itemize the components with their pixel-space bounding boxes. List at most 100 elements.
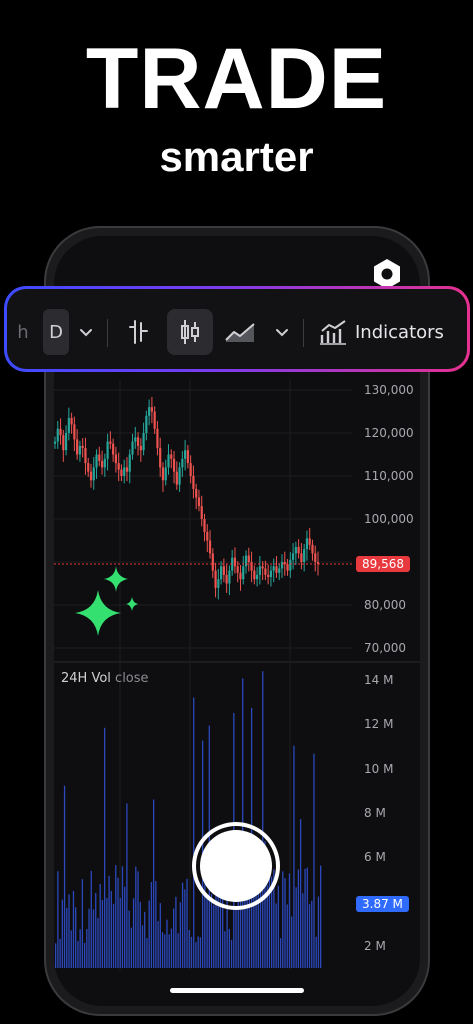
candle-body: [59, 428, 62, 436]
candle-body: [125, 467, 129, 472]
volume-bar: [146, 938, 148, 968]
candle-body: [142, 433, 145, 451]
record-button[interactable]: [192, 822, 280, 910]
candle-body: [181, 458, 184, 468]
current-price-badge: 89,568: [356, 556, 410, 572]
volume-bar: [197, 936, 199, 968]
volume-bar: [246, 861, 248, 968]
bar-chart-icon[interactable]: [124, 315, 154, 349]
candle-body: [211, 553, 214, 571]
candle-body: [128, 454, 131, 472]
candle-body: [153, 411, 156, 429]
chevron-down-icon[interactable]: [75, 317, 97, 347]
candle-body: [208, 540, 212, 554]
volume-bar: [253, 896, 255, 968]
volume-bar: [302, 893, 304, 968]
volume-bar: [173, 908, 175, 968]
volume-bar: [115, 865, 117, 968]
volume-bar: [264, 841, 266, 968]
volume-tick: 14 M: [364, 673, 393, 687]
candle-body: [255, 574, 259, 580]
candle-body: [316, 562, 320, 564]
volume-bar: [119, 897, 121, 968]
candlestick-icon[interactable]: [167, 309, 213, 355]
volume-bar: [103, 727, 106, 968]
current-volume-badge: 3.87 M: [356, 896, 409, 912]
volume-tick: 6 M: [364, 850, 386, 864]
volume-bar: [117, 877, 119, 968]
volume-bar: [206, 895, 208, 968]
candle-body: [214, 570, 217, 588]
volume-bar: [126, 803, 128, 968]
volume-bar: [101, 899, 104, 968]
home-indicator[interactable]: [170, 988, 304, 993]
candle-body: [120, 469, 123, 476]
volume-bar: [230, 939, 233, 968]
volume-bar: [215, 878, 217, 968]
candle-body: [239, 572, 242, 580]
volume-bar: [188, 930, 190, 968]
candle-body: [261, 566, 264, 569]
candle-body: [269, 570, 273, 578]
volume-bar: [77, 941, 79, 968]
indicators-label: Indicators: [355, 321, 444, 343]
candle-body: [272, 566, 275, 571]
volume-bar: [193, 697, 195, 968]
candle-body: [250, 562, 253, 571]
volume-bar: [97, 918, 99, 968]
volume-bar: [72, 890, 75, 968]
settings-hex-icon[interactable]: [370, 257, 404, 291]
candle-body: [267, 574, 270, 578]
volume-bar: [284, 878, 286, 968]
candle-body: [148, 407, 151, 416]
candle-body: [98, 454, 101, 461]
candle-body: [81, 445, 84, 449]
candle-body: [56, 428, 59, 442]
volume-bar: [311, 900, 313, 968]
volume-bar: [132, 898, 135, 968]
area-chart-icon[interactable]: [222, 313, 258, 351]
volume-bar: [179, 902, 182, 968]
volume-bar: [66, 907, 68, 968]
candle-body: [311, 544, 314, 554]
volume-bar: [181, 882, 184, 968]
volume-bar: [81, 879, 84, 968]
candle-body: [170, 454, 173, 459]
candle-body: [178, 467, 181, 485]
candle-body: [103, 458, 106, 468]
volume-title-sub: close: [115, 671, 149, 686]
volume-bar: [222, 896, 224, 968]
candle-body: [106, 441, 109, 459]
candle-body: [117, 463, 120, 470]
candle-body: [131, 441, 134, 455]
interval-partial[interactable]: h: [17, 321, 29, 343]
indicators-button[interactable]: Indicators: [319, 313, 451, 351]
volume-bar: [68, 894, 70, 968]
candle-body: [264, 568, 267, 575]
volume-bar: [161, 932, 164, 968]
candle-body: [62, 435, 65, 451]
candle-body: [289, 559, 292, 571]
candle-body: [244, 555, 248, 567]
volume-bar: [306, 867, 308, 968]
candle-body: [275, 566, 278, 573]
volume-bar: [63, 785, 66, 968]
candle-body: [76, 439, 79, 455]
candle-body: [192, 476, 195, 489]
candle-body: [197, 497, 201, 507]
candle-body: [139, 445, 142, 451]
candle-body: [136, 437, 140, 446]
volume-bar: [124, 886, 126, 968]
candle-body: [70, 417, 73, 425]
chart-toolbar: h D Indicators: [4, 286, 470, 372]
volume-bar: [184, 889, 186, 968]
volume-bar: [168, 934, 170, 968]
candle-body: [195, 488, 198, 498]
interval-button[interactable]: D: [43, 309, 69, 355]
candle-body: [236, 566, 239, 573]
chevron-down-icon[interactable]: [271, 317, 293, 347]
volume-bar: [112, 903, 115, 968]
volume-bar: [110, 890, 112, 968]
volume-bar: [144, 911, 146, 968]
